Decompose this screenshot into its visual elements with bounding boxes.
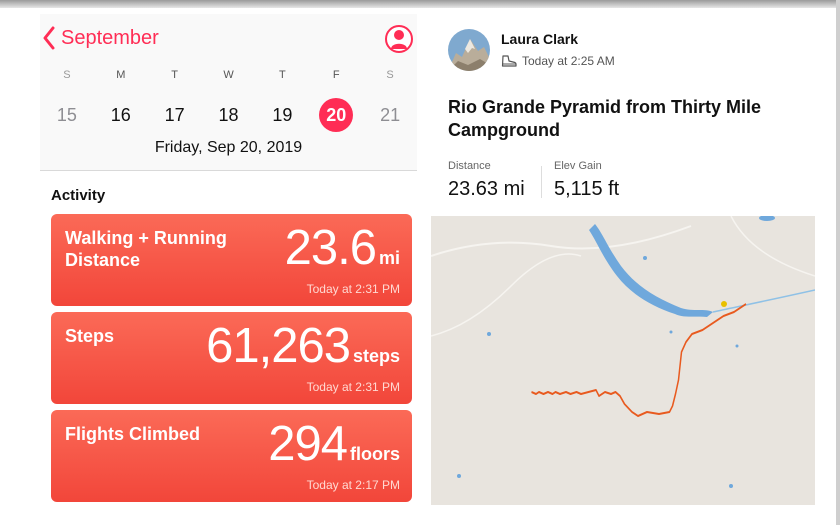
card-timestamp: Today at 2:31 PM	[306, 282, 400, 296]
weekday-label: W	[223, 69, 234, 81]
card-label: Steps	[65, 326, 115, 346]
day-20-selected[interactable]: 20	[309, 98, 363, 132]
card-unit: steps	[352, 346, 400, 366]
steps-card[interactable]: Steps 61,263 steps Today at 2:31 PM	[51, 312, 412, 404]
weekday-label: S	[386, 69, 394, 81]
day-21[interactable]: 21	[380, 105, 401, 125]
terrain-line	[730, 216, 815, 277]
lake-marker	[735, 344, 739, 348]
activity-title: Rio Grande Pyramid from Thirty Mile Camp…	[448, 97, 762, 140]
card-number: 294	[268, 417, 348, 471]
weekday-label: F	[332, 69, 340, 81]
elevation-gain-stat: Elev Gain 5,115 ft	[554, 160, 619, 201]
weekday-label: M	[116, 69, 126, 81]
day-15[interactable]: 15	[56, 105, 77, 125]
card-unit: floors	[349, 444, 400, 464]
stat-value: 5,115 ft	[554, 178, 620, 200]
lake-marker	[669, 330, 673, 334]
lake-marker	[487, 332, 491, 336]
card-timestamp: Today at 2:31 PM	[306, 380, 400, 394]
activity-section-title: Activity	[51, 187, 106, 204]
reservoir-water	[589, 224, 713, 317]
card-number: 61,263	[206, 319, 351, 373]
route-start-marker	[721, 301, 727, 307]
card-timestamp: Today at 2:17 PM	[306, 478, 400, 492]
card-label: Flights Climbed	[65, 424, 200, 444]
weekday-label: T	[279, 69, 286, 81]
window-top-edge	[0, 0, 840, 8]
flights-climbed-card[interactable]: Flights Climbed 294 floors Today at 2:17…	[51, 410, 412, 502]
stat-value: 23.63 mi	[448, 178, 525, 200]
weekday-label: T	[171, 69, 179, 81]
activity-meta: Today at 2:25 AM	[501, 54, 615, 68]
lake-marker	[457, 474, 461, 478]
route-map-canvas	[431, 216, 815, 488]
card-number: 23.6	[284, 221, 377, 275]
window-right-edge	[836, 0, 840, 525]
athlete-name[interactable]: Laura Clark	[501, 31, 579, 47]
stat-label: Distance	[448, 160, 491, 172]
mountain-photo-icon	[448, 29, 490, 71]
chevron-left-icon	[43, 26, 55, 50]
activity-timestamp: Today at 2:25 AM	[522, 54, 615, 68]
card-label: Walking + Running Distance	[65, 228, 227, 270]
terrain-line	[431, 225, 692, 257]
back-to-month-button[interactable]: September	[42, 26, 159, 50]
walking-running-distance-card[interactable]: Walking + Running Distance 23.6 mi Today…	[51, 214, 412, 306]
lake-marker	[759, 216, 775, 221]
stat-label: Elev Gain	[554, 160, 602, 172]
day-18[interactable]: 18	[218, 105, 239, 125]
route-line	[531, 303, 747, 417]
card-value: 23.6 mi	[285, 220, 400, 276]
profile-button[interactable]	[385, 25, 413, 53]
route-map[interactable]	[431, 216, 815, 505]
terrain-line	[431, 253, 582, 337]
lake-marker	[729, 484, 733, 488]
stat-divider	[541, 166, 542, 198]
calendar-header: September S M T W T F S 15 16 17 18 19 2…	[40, 14, 417, 171]
lake-marker	[643, 256, 647, 260]
weekday-label: S	[63, 69, 71, 81]
selected-day-number: 20	[326, 105, 347, 125]
week-days-row: 15 16 17 18 19 20 21	[40, 98, 417, 132]
selected-date-label: Friday, Sep 20, 2019	[154, 139, 303, 156]
distance-stat: Distance 23.63 mi	[448, 160, 525, 201]
river-line	[712, 289, 815, 313]
day-19[interactable]: 19	[272, 105, 293, 125]
month-label: September	[61, 26, 159, 49]
day-17[interactable]: 17	[164, 105, 185, 125]
card-unit: mi	[378, 248, 400, 268]
hiking-boot-icon	[501, 55, 517, 67]
card-value: 61,263 steps	[206, 318, 400, 374]
athlete-avatar[interactable]	[448, 29, 490, 71]
person-icon	[391, 30, 407, 49]
day-16[interactable]: 16	[110, 105, 131, 125]
card-value: 294 floors	[268, 416, 400, 472]
weekday-row: S M T W T F S	[40, 69, 417, 81]
